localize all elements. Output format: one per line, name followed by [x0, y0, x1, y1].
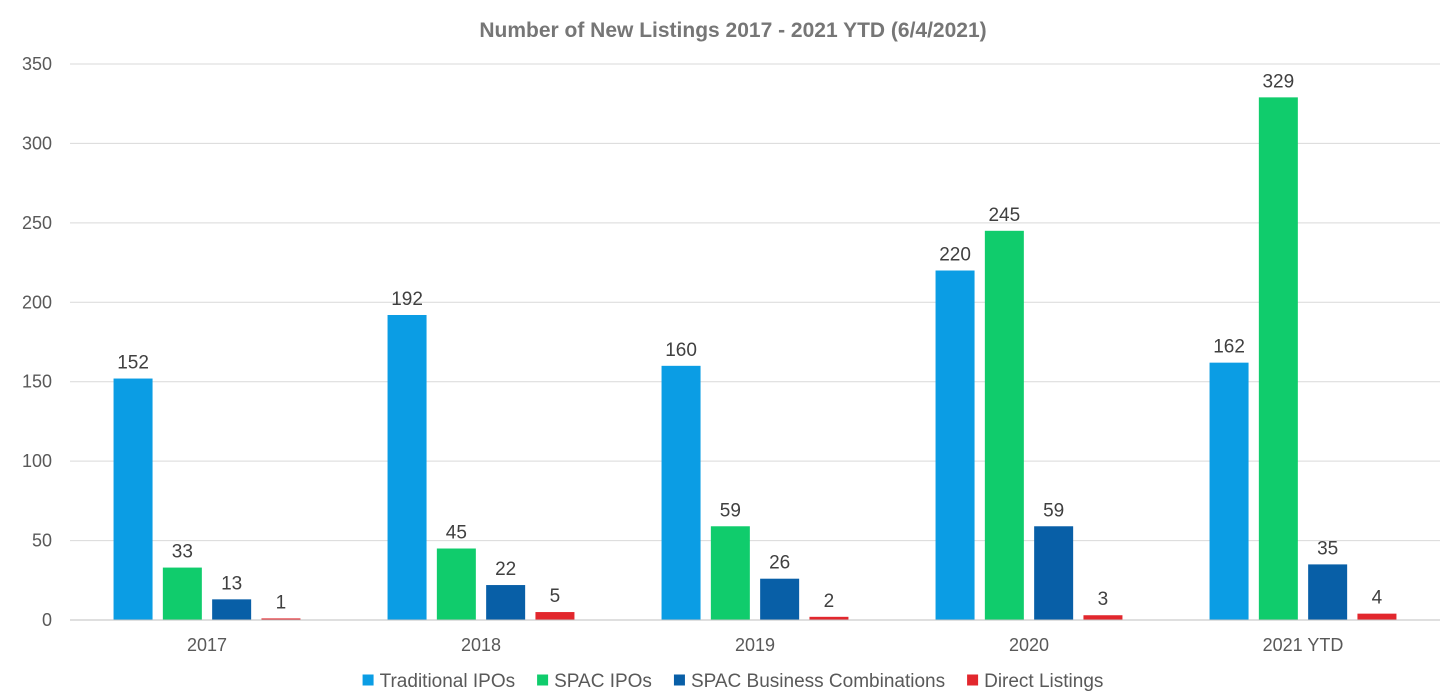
y-tick-label: 100	[22, 451, 52, 471]
bar-direct-listings-2018	[535, 612, 574, 620]
legend-swatch	[967, 675, 978, 686]
bar-direct-listings-2020	[1083, 615, 1122, 620]
x-tick-label: 2020	[1009, 635, 1049, 655]
bar-traditional-ipos-2020	[936, 271, 975, 620]
bar-spac-ipos-2017	[163, 568, 202, 620]
data-label: 13	[221, 573, 242, 594]
bar-spac-business-combinations-2020	[1034, 526, 1073, 620]
data-label: 162	[1213, 337, 1245, 358]
data-label: 3	[1098, 589, 1109, 610]
data-label: 1	[276, 592, 287, 613]
bar-traditional-ipos-2019	[662, 366, 701, 620]
x-tick-label: 2018	[461, 635, 501, 655]
bar-traditional-ipos-2018	[388, 315, 427, 620]
data-label: 4	[1372, 588, 1383, 609]
y-tick-label: 150	[22, 372, 52, 392]
legend-item-spac-ipos: SPAC IPOs	[537, 671, 652, 692]
legend-label: SPAC Business Combinations	[691, 671, 945, 692]
data-label: 22	[495, 559, 516, 580]
data-label: 26	[769, 553, 790, 574]
y-tick-label: 200	[22, 292, 52, 312]
bar-traditional-ipos-2021-ytd	[1210, 363, 1249, 620]
bar-spac-ipos-2018	[437, 549, 476, 620]
data-label: 245	[988, 205, 1020, 226]
legend-item-direct-listings: Direct Listings	[967, 671, 1103, 692]
data-labels: 152 33 13 1 192 45 22 5 160 59 26 2 220 245 59 3 162 329 3…	[117, 71, 1382, 613]
data-label: 329	[1262, 71, 1294, 92]
legend-item-spac-business-combinations: SPAC Business Combinations	[674, 671, 945, 692]
data-label: 59	[1043, 500, 1064, 521]
y-tick-label: 250	[22, 213, 52, 233]
legend-item-traditional-ipos: Traditional IPOs	[363, 671, 516, 692]
data-label: 192	[391, 289, 423, 310]
data-label: 35	[1317, 538, 1338, 559]
chart-title: Number of New Listings 2017 - 2021 YTD (…	[479, 19, 986, 42]
data-label: 5	[550, 586, 561, 607]
x-tick-label: 2019	[735, 635, 775, 655]
bar-traditional-ipos-2017	[114, 379, 153, 620]
y-tick-label: 300	[22, 133, 52, 153]
x-tick-label: 2021 YTD	[1263, 635, 1344, 655]
legend-swatch	[363, 675, 374, 686]
legend-label: Traditional IPOs	[380, 671, 516, 692]
data-label: 2	[824, 591, 835, 612]
legend-label: SPAC IPOs	[554, 671, 652, 692]
bar-spac-business-combinations-2021-ytd	[1308, 564, 1347, 620]
bar-spac-business-combinations-2019	[760, 579, 799, 620]
legend-label: Direct Listings	[984, 671, 1103, 692]
bar-spac-ipos-2020	[985, 231, 1024, 620]
data-label: 45	[446, 523, 467, 544]
x-tick-label: 2017	[187, 635, 227, 655]
bar-spac-ipos-2019	[711, 526, 750, 620]
bar-direct-listings-2021-ytd	[1357, 614, 1396, 620]
bar-spac-ipos-2021-ytd	[1259, 97, 1298, 620]
bar-spac-business-combinations-2018	[486, 585, 525, 620]
data-label: 59	[720, 500, 741, 521]
bars	[114, 97, 1397, 620]
data-label: 152	[117, 353, 149, 374]
data-label: 33	[172, 542, 193, 563]
data-label: 220	[939, 245, 971, 266]
y-tick-label: 50	[32, 531, 52, 551]
y-tick-label: 350	[22, 54, 52, 74]
y-tick-label: 0	[42, 610, 52, 630]
data-label: 160	[665, 340, 697, 361]
legend: Traditional IPOs SPAC IPOs SPAC Business C…	[363, 671, 1104, 692]
legend-swatch	[674, 675, 685, 686]
bar-spac-business-combinations-2017	[212, 599, 251, 620]
legend-swatch	[537, 675, 548, 686]
